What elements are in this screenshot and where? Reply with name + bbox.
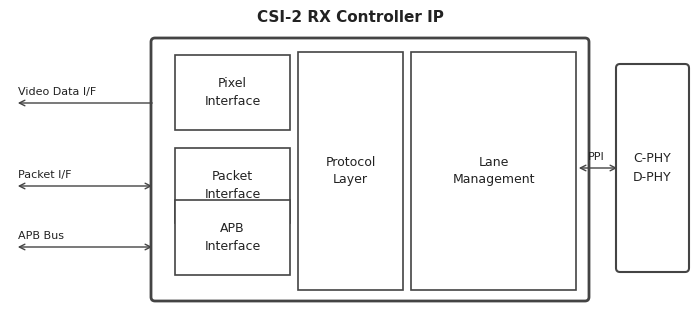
Bar	[298, 52, 403, 290]
Text: APB
Interface: APB Interface	[204, 222, 260, 253]
Text: APB Bus: APB Bus	[18, 231, 64, 241]
Text: CSI-2 RX Controller IP: CSI-2 RX Controller IP	[257, 10, 443, 26]
Bar	[175, 200, 290, 275]
Bar	[175, 55, 290, 130]
Text: Protocol
Layer: Protocol Layer	[326, 156, 376, 187]
Text: Video Data I/F: Video Data I/F	[18, 87, 97, 97]
Text: Pixel
Interface: Pixel Interface	[204, 77, 260, 108]
Bar	[175, 148, 290, 223]
Text: Lane
Management: Lane Management	[452, 156, 535, 187]
FancyBboxPatch shape	[616, 64, 689, 272]
Text: PPI: PPI	[587, 152, 604, 162]
FancyBboxPatch shape	[151, 38, 589, 301]
Text: Packet
Interface: Packet Interface	[204, 170, 260, 201]
Text: Packet I/F: Packet I/F	[18, 170, 71, 180]
Bar	[411, 52, 576, 290]
Text: C-PHY
D-PHY: C-PHY D-PHY	[634, 152, 672, 184]
